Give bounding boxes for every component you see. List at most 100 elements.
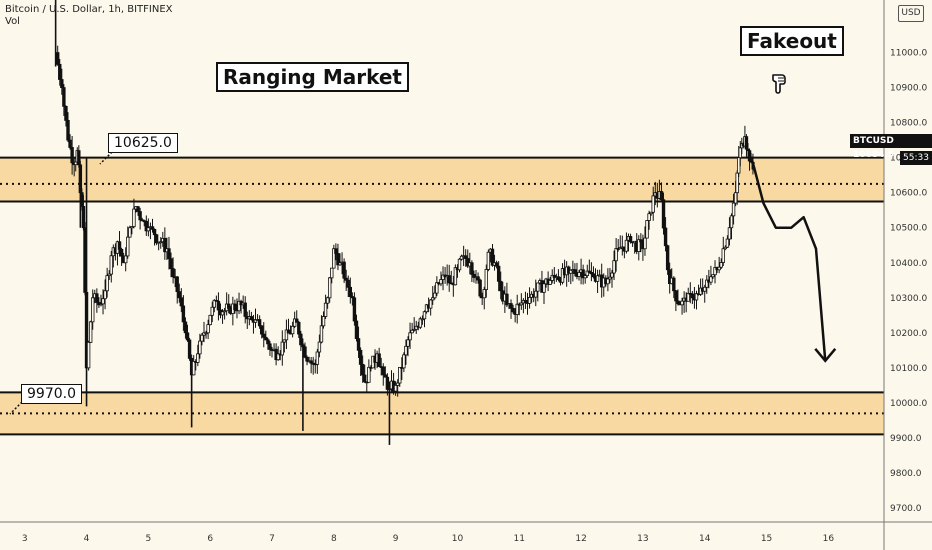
candle-body xyxy=(210,306,214,316)
candle-body xyxy=(91,297,95,323)
candle-body xyxy=(305,356,309,362)
candle-body xyxy=(395,382,400,386)
candle-body xyxy=(744,136,749,150)
candle-body xyxy=(587,270,592,273)
candle-body xyxy=(99,303,103,306)
candle-body xyxy=(667,269,672,285)
y-tick-label: 9900.0 xyxy=(890,434,922,444)
candle-body xyxy=(253,319,258,323)
candle-body xyxy=(383,374,388,378)
candle-body xyxy=(414,325,418,330)
candle-body xyxy=(418,318,423,328)
candle-body xyxy=(536,282,540,292)
candle-body xyxy=(191,361,196,376)
candle-body xyxy=(350,296,355,299)
candle-body xyxy=(315,351,320,365)
candle-body xyxy=(249,316,254,320)
projection-path xyxy=(751,162,827,361)
candle-body xyxy=(86,341,91,369)
candle-body xyxy=(486,251,491,270)
volume-label: Vol xyxy=(5,16,20,27)
candle-body xyxy=(171,268,175,278)
y-tick-label: 10800.0 xyxy=(890,119,927,129)
candle-body xyxy=(591,273,596,278)
y-tick-label: 11000.0 xyxy=(890,49,927,59)
candle-body xyxy=(484,269,489,290)
candle-body xyxy=(581,269,585,279)
candle-body xyxy=(719,262,723,268)
candle-body xyxy=(325,297,330,304)
candle-body xyxy=(198,340,202,355)
x-tick-label: 7 xyxy=(269,534,275,544)
candle-body xyxy=(334,248,338,254)
candle-body xyxy=(262,333,266,338)
candle-body xyxy=(70,147,74,164)
candle-body xyxy=(447,275,451,284)
candle-body xyxy=(259,325,264,335)
x-tick-label: 9 xyxy=(393,534,399,544)
candle-body xyxy=(169,258,173,270)
candle-body xyxy=(727,227,732,240)
candle-body xyxy=(663,227,668,247)
candle-body xyxy=(459,255,464,260)
y-tick-label: 10900.0 xyxy=(890,84,927,94)
candle-body xyxy=(647,213,651,221)
candle-body xyxy=(321,316,326,327)
candle-body xyxy=(101,298,105,305)
candle-body xyxy=(159,241,163,244)
candle-timer-tag: 55:33 xyxy=(900,151,932,165)
candle-body xyxy=(356,338,361,351)
candle-body xyxy=(303,346,307,358)
candle-body xyxy=(550,274,554,281)
candle-body xyxy=(709,276,713,283)
candle-body xyxy=(295,318,299,323)
candle-body xyxy=(119,248,124,257)
candle-body xyxy=(515,303,519,315)
candle-body xyxy=(266,339,270,345)
candle-body xyxy=(463,255,468,259)
candle-body xyxy=(694,293,699,301)
candle-body xyxy=(130,226,134,229)
candle-body xyxy=(280,341,285,356)
x-tick-label: 8 xyxy=(331,534,337,544)
candle-body xyxy=(196,353,200,363)
currency-button[interactable]: USD xyxy=(898,5,924,22)
candle-body xyxy=(123,255,128,264)
candle-body xyxy=(608,276,612,280)
candle-body xyxy=(327,277,332,299)
candle-body xyxy=(542,283,546,293)
candle-body xyxy=(406,339,410,347)
candle-body xyxy=(208,314,212,326)
candle-body xyxy=(721,248,725,263)
candle-body xyxy=(183,321,188,334)
candle-body xyxy=(367,366,371,383)
chart-header: Bitcoin / U.S. Dollar, 1h, BITFINEX Vol xyxy=(5,4,173,28)
candle-body xyxy=(323,302,328,317)
candle-body xyxy=(297,321,301,335)
candle-body xyxy=(233,303,237,311)
candle-body xyxy=(672,277,676,292)
candle-body xyxy=(428,299,433,309)
candle-body xyxy=(319,325,324,343)
candle-body xyxy=(363,374,367,383)
candle-body xyxy=(216,300,221,311)
candle-body xyxy=(352,297,357,322)
y-tick-label: 10200.0 xyxy=(890,329,927,339)
candle-body xyxy=(282,339,287,343)
candle-body xyxy=(185,332,190,341)
candle-body xyxy=(144,220,149,232)
candle-body xyxy=(422,311,427,320)
candle-body xyxy=(665,245,670,271)
hand-pointing-down-icon xyxy=(772,74,786,94)
candle-body xyxy=(179,297,184,307)
candle-body xyxy=(358,349,363,365)
candle-body xyxy=(286,329,291,334)
x-tick-label: 14 xyxy=(699,534,711,544)
candle-body xyxy=(472,273,476,278)
candle-body xyxy=(494,262,499,267)
fakeout-label: Fakeout xyxy=(740,26,844,56)
candle-body xyxy=(126,236,130,257)
candle-body xyxy=(548,280,552,285)
